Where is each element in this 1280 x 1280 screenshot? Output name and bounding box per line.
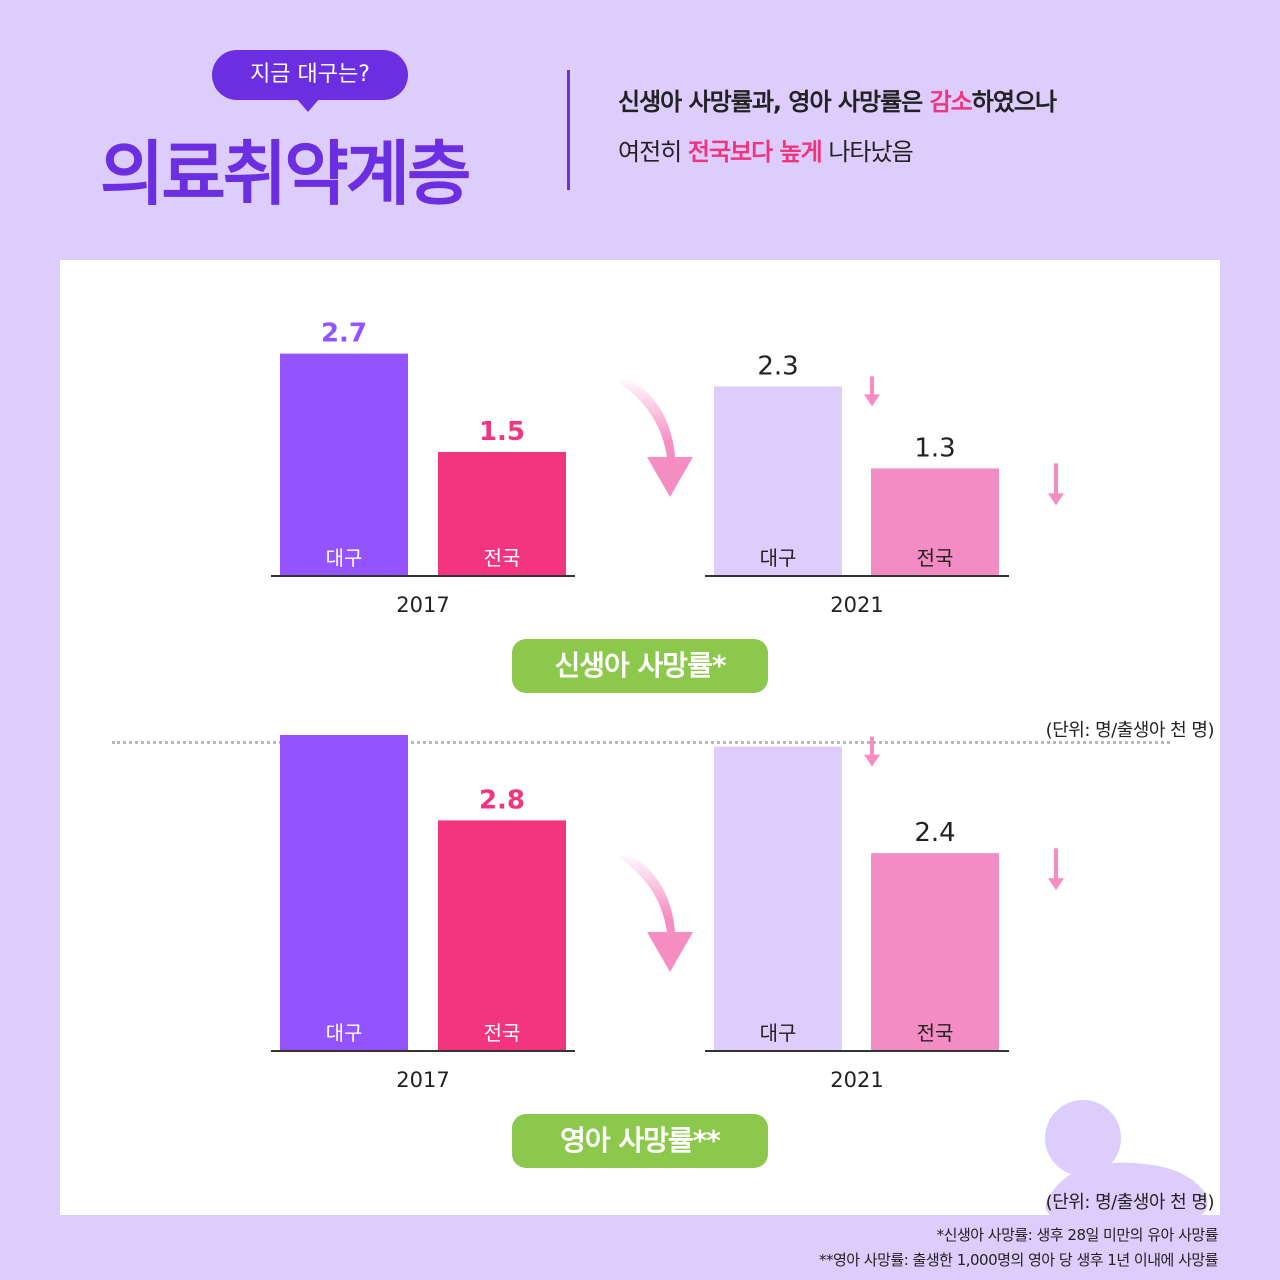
value-label-2017-national: 2.8 <box>479 785 525 815</box>
neonatal-mortality-chart: 2.7 대구 1.5 전국 2017 2.3 대구 1.3 전국 2021 신생아 사망률* <box>60 260 1220 693</box>
bar-series-label-2017-daegu: 대구 <box>326 546 363 570</box>
neonatal-chart-svg: 2.7 대구 1.5 전국 2017 2.3 대구 1.3 전국 2021 <box>271 319 1064 617</box>
neonatal-chart-title: 신생아 사망률* <box>512 639 768 693</box>
badge-tail <box>296 98 320 112</box>
bar-series-label-2017-national: 전국 <box>484 1021 521 1045</box>
headline-line-1: 신생아 사망률과, 영아 사망률은 감소하였으나 <box>618 86 1057 118</box>
header-divider <box>567 70 570 190</box>
group-label-2021: 2021 <box>830 1068 883 1092</box>
daegu-down-arrow <box>864 736 880 767</box>
bar-2017-daegu <box>280 735 408 1050</box>
bar-2017-national <box>438 820 566 1050</box>
value-label-2017-national: 1.5 <box>479 417 525 447</box>
bar-2021-daegu <box>714 746 842 1050</box>
bar-series-label-2017-daegu: 대구 <box>326 1021 363 1045</box>
headline-line-2: 여전히 전국보다 높게 나타났음 <box>618 136 914 168</box>
value-label-2021-daegu: 2.3 <box>757 351 798 381</box>
headline-2c: 나타났음 <box>821 138 913 166</box>
headline-2a: 여전히 <box>618 138 688 166</box>
question-badge: 지금 대구는? <box>212 50 408 100</box>
national-down-arrow <box>1048 848 1064 891</box>
headline-1c: 하였으나 <box>971 88 1057 116</box>
decrease-curved-arrow <box>618 377 693 497</box>
bar-series-label-2021-daegu: 대구 <box>760 546 797 570</box>
chart-card: 2.7 대구 1.5 전국 2017 2.3 대구 1.3 전국 2021 신생아 사망률* (단… <box>60 260 1220 1218</box>
infant-unit-label: (단위: 명/출생아 천 명) <box>1045 1192 1215 1213</box>
value-label-2021-national: 1.3 <box>914 433 955 463</box>
bar-2021-daegu <box>714 386 842 575</box>
value-label-2017-daegu: 2.7 <box>321 319 367 349</box>
neonatal-unit-label: (단위: 명/출생아 천 명) <box>1045 720 1215 741</box>
section-divider <box>112 741 1170 744</box>
infant-chart-title: 영아 사망률** <box>512 1114 768 1168</box>
value-label-2021-national: 2.4 <box>914 818 955 848</box>
bar-series-label-2021-daegu: 대구 <box>760 1021 797 1045</box>
national-down-arrow <box>1048 463 1064 506</box>
page-title: 의료취약계층 <box>100 133 471 215</box>
bar-series-label-2021-national: 전국 <box>917 546 954 570</box>
group-label-2017: 2017 <box>396 593 449 617</box>
daegu-down-arrow <box>864 376 880 407</box>
bar-2017-national <box>438 452 566 575</box>
value-label-2021-daegu: 3.7 <box>757 735 798 742</box>
headline-1b: 감소 <box>929 88 973 116</box>
bar-2021-national <box>871 468 999 575</box>
bar-series-label-2017-national: 전국 <box>484 546 521 570</box>
decrease-curved-arrow <box>618 852 693 972</box>
footnote-neonatal: *신생아 사망률: 생후 28일 미만의 유아 사망률 <box>936 1226 1219 1244</box>
headline-1a: 신생아 사망률과, 영아 사망률은 <box>618 88 930 116</box>
bar-2017-daegu <box>280 353 408 575</box>
bar-2021-national <box>871 853 999 1050</box>
group-label-2017: 2017 <box>396 1068 449 1092</box>
crawling-baby-illustration <box>1045 1100 1208 1218</box>
group-label-2021: 2021 <box>830 593 883 617</box>
footnote-infant: **영아 사망률: 출생한 1,000명의 영아 당 생후 1년 이내에 사망률 <box>818 1251 1219 1269</box>
headline-2b: 전국보다 높게 <box>687 138 823 166</box>
bar-series-label-2021-national: 전국 <box>917 1021 954 1045</box>
